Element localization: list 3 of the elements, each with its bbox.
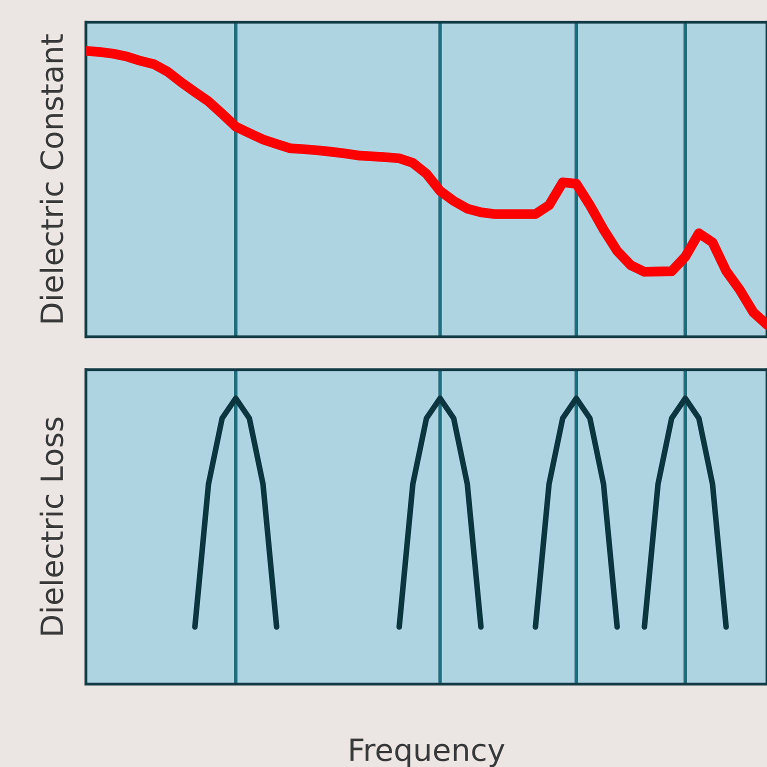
y-axis-title: Dielectric Constant xyxy=(40,34,64,322)
x-axis-title: Frequency xyxy=(350,738,504,767)
y-axis-title: Dielectric Loss xyxy=(40,418,64,635)
